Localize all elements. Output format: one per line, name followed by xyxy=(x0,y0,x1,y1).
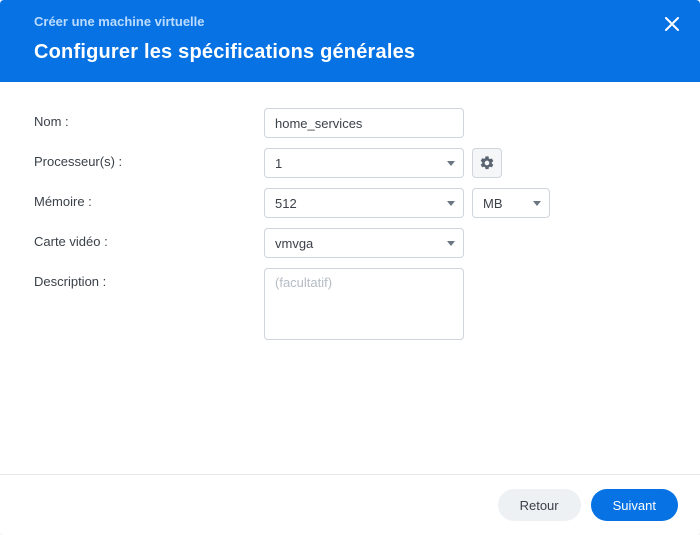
chevron-down-icon xyxy=(533,201,541,206)
name-label: Nom : xyxy=(34,108,264,129)
memory-select[interactable]: 512 xyxy=(264,188,464,218)
row-memory: Mémoire : 512 MB xyxy=(34,188,666,218)
cpu-settings-button[interactable] xyxy=(472,148,502,178)
close-icon xyxy=(665,17,679,31)
form-content: Nom : Processeur(s) : 1 Mémoire : 5 xyxy=(0,82,700,474)
gear-icon xyxy=(479,155,495,171)
back-button[interactable]: Retour xyxy=(498,489,581,521)
row-cpu: Processeur(s) : 1 xyxy=(34,148,666,178)
row-name: Nom : xyxy=(34,108,666,138)
video-label: Carte vidéo : xyxy=(34,228,264,249)
memory-label: Mémoire : xyxy=(34,188,264,209)
dialog-header: Créer une machine virtuelle Configurer l… xyxy=(0,0,700,82)
chevron-down-icon xyxy=(447,201,455,206)
cpu-label: Processeur(s) : xyxy=(34,148,264,169)
video-select-value: vmvga xyxy=(275,236,313,251)
chevron-down-icon xyxy=(447,241,455,246)
memory-unit-value: MB xyxy=(483,196,503,211)
row-description: Description : xyxy=(34,268,666,340)
create-vm-dialog: Créer une machine virtuelle Configurer l… xyxy=(0,0,700,535)
cpu-select-value: 1 xyxy=(275,156,282,171)
description-textarea[interactable] xyxy=(264,268,464,340)
memory-select-value: 512 xyxy=(275,196,297,211)
close-button[interactable] xyxy=(660,12,684,36)
name-input[interactable] xyxy=(264,108,464,138)
chevron-down-icon xyxy=(447,161,455,166)
video-select[interactable]: vmvga xyxy=(264,228,464,258)
description-label: Description : xyxy=(34,268,264,289)
cpu-select[interactable]: 1 xyxy=(264,148,464,178)
memory-unit-select[interactable]: MB xyxy=(472,188,550,218)
window-title: Créer une machine virtuelle xyxy=(34,14,205,29)
dialog-footer: Retour Suivant xyxy=(0,474,700,535)
row-video: Carte vidéo : vmvga xyxy=(34,228,666,258)
page-title: Configurer les spécifications générales xyxy=(34,41,680,64)
next-button[interactable]: Suivant xyxy=(591,489,678,521)
